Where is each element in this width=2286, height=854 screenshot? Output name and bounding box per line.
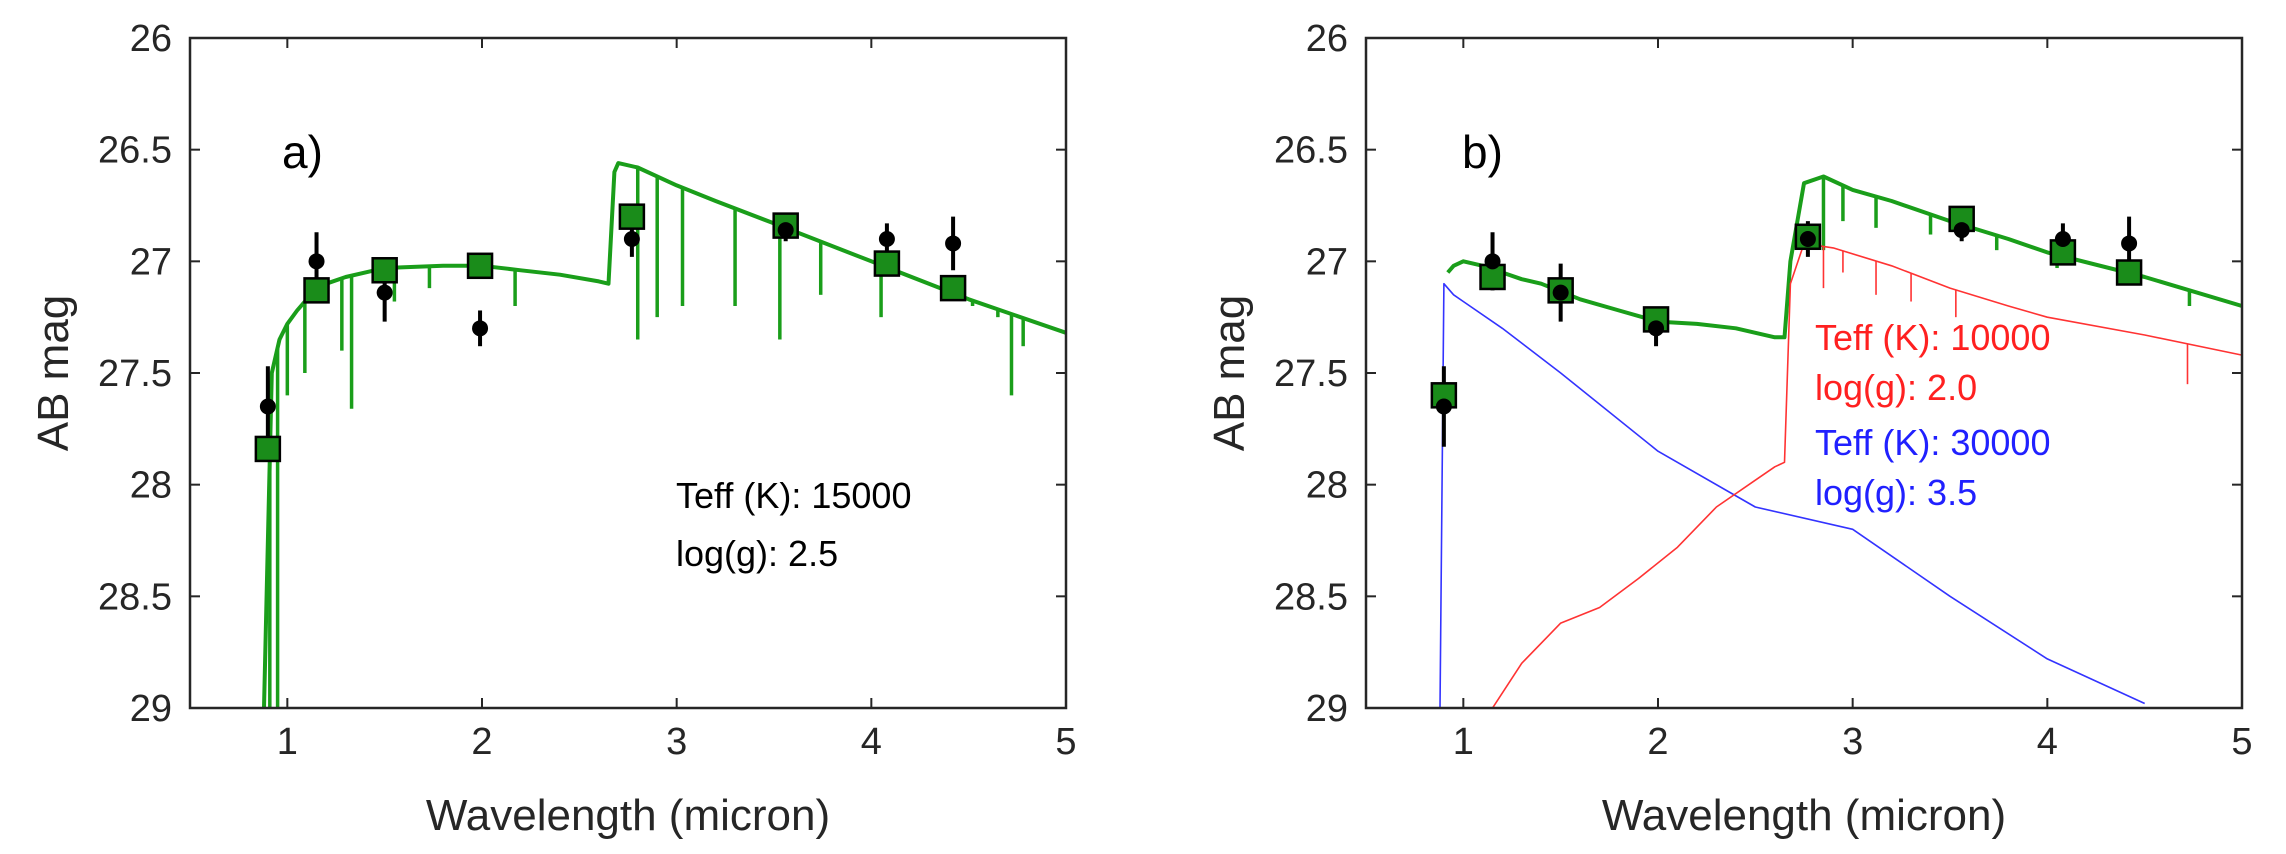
observed-point-a-3 xyxy=(472,320,489,337)
annotation-teff-a: Teff (K): 15000 xyxy=(676,475,911,516)
model-photometry-square-b-7 xyxy=(2115,259,2143,286)
spectrum-line-b-4 xyxy=(1491,242,2243,709)
y-tick-label-a-0: 26 xyxy=(130,18,172,60)
x-tick-label-a-1: 2 xyxy=(471,721,492,763)
annotation-teff-cool-b: Teff (K): 10000 xyxy=(1815,317,2050,358)
observed-point-b-3 xyxy=(1648,320,1665,337)
observed-point-a-5 xyxy=(777,222,794,239)
annotation-logg-a: log(g): 2.5 xyxy=(676,533,838,574)
observed-point-a-1 xyxy=(308,253,325,270)
observed-point-a-6 xyxy=(878,231,895,247)
plot-area-a xyxy=(190,38,1066,708)
y-tick-label-b-2: 27 xyxy=(1306,241,1348,283)
panel-label-b: b) xyxy=(1462,126,1503,178)
x-tick-label-b-0: 1 xyxy=(1453,721,1474,763)
model-photometry-square-a-3 xyxy=(466,252,494,280)
spectrum-line-b-3 xyxy=(1439,282,2146,709)
y-tick-label-b-1: 26.5 xyxy=(1274,130,1348,172)
observed-point-a-4 xyxy=(623,231,640,247)
observed-point-a-7 xyxy=(945,235,962,252)
y-tick-label-a-4: 28 xyxy=(130,465,172,507)
x-tick-label-a-0: 1 xyxy=(277,721,298,763)
model-photometry-square-a-6 xyxy=(873,250,901,277)
model-photometry-square-a-0 xyxy=(254,435,282,463)
y-tick-label-a-3: 27.5 xyxy=(98,353,172,395)
observed-point-a-2 xyxy=(376,284,393,301)
annotation-teff-hot-b: Teff (K): 30000 xyxy=(1815,422,2050,463)
x-tick-label-a-3: 4 xyxy=(861,721,882,763)
y-tick-label-a-6: 29 xyxy=(130,688,172,730)
model-photometry-square-a-7 xyxy=(939,274,967,302)
x-tick-label-b-1: 2 xyxy=(1647,721,1668,763)
annotation-logg-cool-b: log(g): 2.0 xyxy=(1815,367,1977,408)
x-axis-label-a: Wavelength (micron) xyxy=(426,791,830,840)
x-tick-label-b-4: 5 xyxy=(2231,721,2252,763)
observed-point-b-1 xyxy=(1484,253,1501,270)
x-tick-label-b-2: 3 xyxy=(1842,721,1863,763)
y-tick-label-a-5: 28.5 xyxy=(98,576,172,618)
y-tick-label-b-6: 29 xyxy=(1306,688,1348,730)
y-tick-label-b-0: 26 xyxy=(1306,18,1348,60)
model-photometry-square-a-1 xyxy=(303,277,330,304)
x-tick-label-b-3: 4 xyxy=(2037,721,2058,763)
panel-a: 1 2 3 4 5 26 26.5 27 27.5 28 28.5 29 a) Teff (K): 1… xyxy=(29,18,1077,840)
spectrum-line-a-2 xyxy=(262,161,1067,709)
panel-b: 1 2 3 4 5 26 26.5 27 27.5 28 28.5 29 b) Teff (K): 1… xyxy=(1205,18,2253,840)
panel-label-a: a) xyxy=(282,126,323,178)
x-axis-label-b: Wavelength (micron) xyxy=(1602,791,2006,840)
y-tick-label-b-4: 28 xyxy=(1306,465,1348,507)
observed-point-b-7 xyxy=(2121,235,2138,252)
observed-point-b-4 xyxy=(1799,231,1816,247)
y-tick-label-b-3: 27.5 xyxy=(1274,353,1348,395)
model-photometry-square-a-2 xyxy=(371,257,398,284)
y-tick-label-b-5: 28.5 xyxy=(1274,576,1348,618)
y-axis-label-a: AB mag xyxy=(29,295,78,452)
model-photometry-square-a-4 xyxy=(618,203,646,230)
y-tick-label-a-2: 27 xyxy=(130,241,172,283)
observed-point-b-0 xyxy=(1435,398,1452,415)
observed-point-a-0 xyxy=(259,398,276,415)
annotation-logg-hot-b: log(g): 3.5 xyxy=(1815,472,1977,513)
x-tick-label-a-4: 5 xyxy=(1055,721,1076,763)
plot-area-b xyxy=(1366,38,2242,708)
observed-point-b-6 xyxy=(2054,231,2071,247)
y-tick-label-a-1: 26.5 xyxy=(98,130,172,172)
observed-point-b-2 xyxy=(1552,284,1569,301)
y-axis-label-b: AB mag xyxy=(1205,295,1254,452)
x-tick-label-a-2: 3 xyxy=(666,721,687,763)
observed-point-b-5 xyxy=(1953,222,1970,239)
